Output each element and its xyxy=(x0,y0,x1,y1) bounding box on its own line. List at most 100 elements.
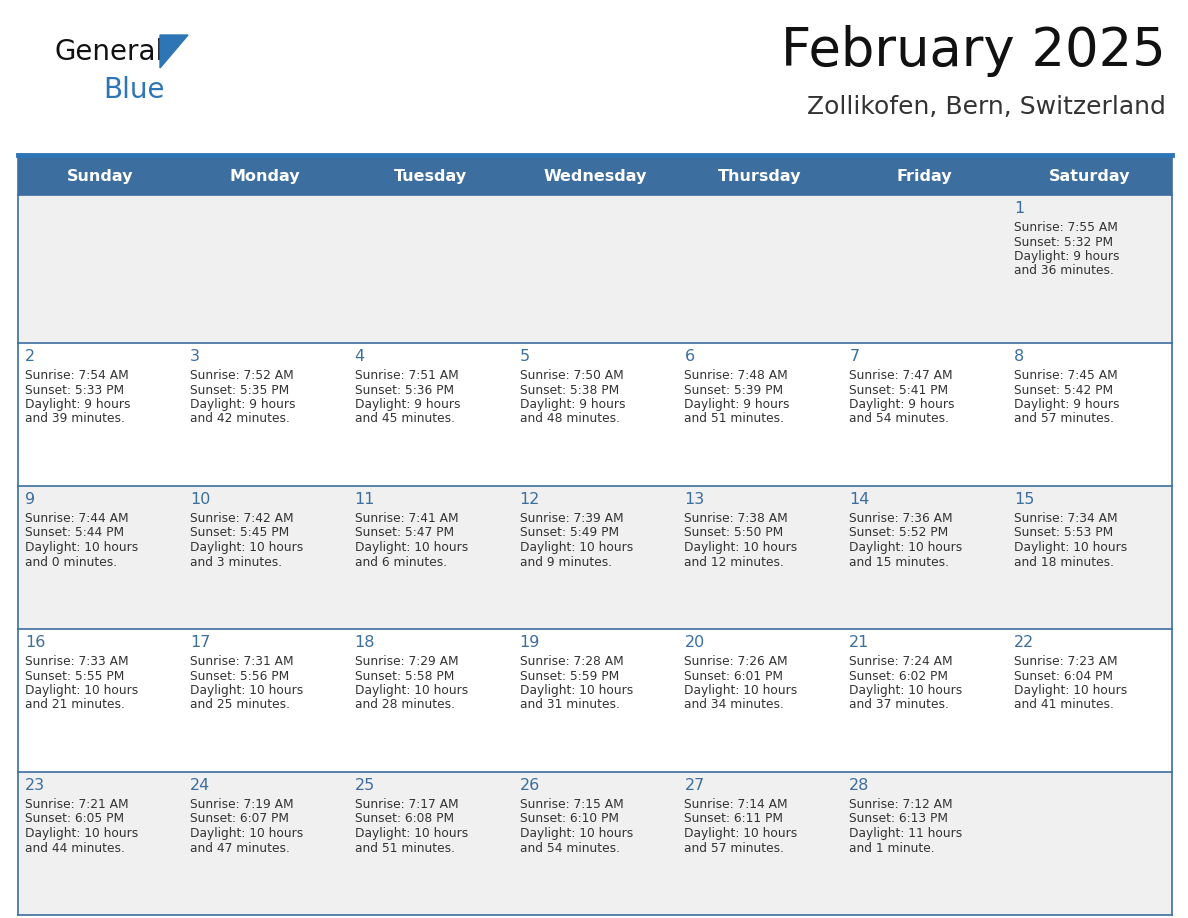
Text: Daylight: 9 hours: Daylight: 9 hours xyxy=(190,398,296,411)
Text: 19: 19 xyxy=(519,635,541,650)
Text: Tuesday: Tuesday xyxy=(393,169,467,184)
Text: 20: 20 xyxy=(684,635,704,650)
Text: 9: 9 xyxy=(25,492,36,507)
Text: February 2025: February 2025 xyxy=(782,25,1165,77)
Text: Sunset: 6:08 PM: Sunset: 6:08 PM xyxy=(355,812,454,825)
Text: 13: 13 xyxy=(684,492,704,507)
Bar xyxy=(18,486,1173,629)
Text: Sunrise: 7:15 AM: Sunrise: 7:15 AM xyxy=(519,798,624,811)
Text: General: General xyxy=(55,38,164,66)
Text: Sunrise: 7:33 AM: Sunrise: 7:33 AM xyxy=(25,655,128,668)
Text: and 28 minutes.: and 28 minutes. xyxy=(355,699,455,711)
Text: Daylight: 9 hours: Daylight: 9 hours xyxy=(355,398,460,411)
Text: and 54 minutes.: and 54 minutes. xyxy=(519,842,620,855)
Text: 3: 3 xyxy=(190,349,200,364)
Text: 25: 25 xyxy=(355,778,375,793)
Text: 28: 28 xyxy=(849,778,870,793)
Text: and 39 minutes.: and 39 minutes. xyxy=(25,412,125,426)
Text: 26: 26 xyxy=(519,778,539,793)
Text: Sunrise: 7:34 AM: Sunrise: 7:34 AM xyxy=(1015,512,1118,525)
Text: Daylight: 10 hours: Daylight: 10 hours xyxy=(684,541,797,554)
Text: 12: 12 xyxy=(519,492,541,507)
Text: Daylight: 10 hours: Daylight: 10 hours xyxy=(519,684,633,697)
Text: Sunrise: 7:28 AM: Sunrise: 7:28 AM xyxy=(519,655,624,668)
Text: Sunrise: 7:55 AM: Sunrise: 7:55 AM xyxy=(1015,221,1118,234)
Text: Daylight: 10 hours: Daylight: 10 hours xyxy=(190,541,303,554)
Text: 23: 23 xyxy=(25,778,45,793)
Text: and 9 minutes.: and 9 minutes. xyxy=(519,555,612,568)
Text: Sunrise: 7:51 AM: Sunrise: 7:51 AM xyxy=(355,369,459,382)
Text: Thursday: Thursday xyxy=(718,169,802,184)
Text: and 57 minutes.: and 57 minutes. xyxy=(684,842,784,855)
Text: and 31 minutes.: and 31 minutes. xyxy=(519,699,619,711)
Text: 2: 2 xyxy=(25,349,36,364)
Text: 10: 10 xyxy=(190,492,210,507)
Text: Zollikofen, Bern, Switzerland: Zollikofen, Bern, Switzerland xyxy=(807,95,1165,119)
Text: and 34 minutes.: and 34 minutes. xyxy=(684,699,784,711)
Text: Wednesday: Wednesday xyxy=(543,169,646,184)
Text: Sunrise: 7:54 AM: Sunrise: 7:54 AM xyxy=(25,369,128,382)
Text: and 1 minute.: and 1 minute. xyxy=(849,842,935,855)
Text: and 54 minutes.: and 54 minutes. xyxy=(849,412,949,426)
Text: and 18 minutes.: and 18 minutes. xyxy=(1015,555,1114,568)
Text: Sunset: 5:53 PM: Sunset: 5:53 PM xyxy=(1015,527,1113,540)
Text: and 6 minutes.: and 6 minutes. xyxy=(355,555,447,568)
Text: Sunrise: 7:38 AM: Sunrise: 7:38 AM xyxy=(684,512,788,525)
Text: 14: 14 xyxy=(849,492,870,507)
Text: Sunset: 5:41 PM: Sunset: 5:41 PM xyxy=(849,384,948,397)
Text: 5: 5 xyxy=(519,349,530,364)
Text: Sunday: Sunday xyxy=(68,169,134,184)
Text: and 57 minutes.: and 57 minutes. xyxy=(1015,412,1114,426)
Text: Sunset: 6:10 PM: Sunset: 6:10 PM xyxy=(519,812,619,825)
Text: Daylight: 10 hours: Daylight: 10 hours xyxy=(355,541,468,554)
Text: Sunrise: 7:31 AM: Sunrise: 7:31 AM xyxy=(190,655,293,668)
Text: Sunrise: 7:24 AM: Sunrise: 7:24 AM xyxy=(849,655,953,668)
Text: 27: 27 xyxy=(684,778,704,793)
Text: and 21 minutes.: and 21 minutes. xyxy=(25,699,125,711)
Text: Sunset: 5:33 PM: Sunset: 5:33 PM xyxy=(25,384,124,397)
Text: 21: 21 xyxy=(849,635,870,650)
Text: and 47 minutes.: and 47 minutes. xyxy=(190,842,290,855)
Text: 1: 1 xyxy=(1015,201,1024,216)
Text: 6: 6 xyxy=(684,349,695,364)
Text: Daylight: 10 hours: Daylight: 10 hours xyxy=(190,827,303,840)
Text: 24: 24 xyxy=(190,778,210,793)
Text: Daylight: 10 hours: Daylight: 10 hours xyxy=(1015,541,1127,554)
Text: Saturday: Saturday xyxy=(1049,169,1130,184)
Text: Sunrise: 7:23 AM: Sunrise: 7:23 AM xyxy=(1015,655,1118,668)
Text: Daylight: 10 hours: Daylight: 10 hours xyxy=(849,684,962,697)
Text: Sunset: 6:01 PM: Sunset: 6:01 PM xyxy=(684,669,783,682)
Text: Sunrise: 7:47 AM: Sunrise: 7:47 AM xyxy=(849,369,953,382)
Text: Daylight: 10 hours: Daylight: 10 hours xyxy=(684,684,797,697)
Text: Sunset: 5:55 PM: Sunset: 5:55 PM xyxy=(25,669,125,682)
Text: and 36 minutes.: and 36 minutes. xyxy=(1015,264,1114,277)
Text: Daylight: 10 hours: Daylight: 10 hours xyxy=(190,684,303,697)
Text: Sunset: 5:59 PM: Sunset: 5:59 PM xyxy=(519,669,619,682)
Text: Daylight: 9 hours: Daylight: 9 hours xyxy=(849,398,955,411)
Text: Sunrise: 7:12 AM: Sunrise: 7:12 AM xyxy=(849,798,953,811)
Text: and 51 minutes.: and 51 minutes. xyxy=(355,842,455,855)
Bar xyxy=(18,343,1173,486)
Text: Sunrise: 7:50 AM: Sunrise: 7:50 AM xyxy=(519,369,624,382)
Text: Daylight: 10 hours: Daylight: 10 hours xyxy=(684,827,797,840)
Text: Daylight: 10 hours: Daylight: 10 hours xyxy=(1015,684,1127,697)
Text: Daylight: 10 hours: Daylight: 10 hours xyxy=(519,541,633,554)
Text: Daylight: 9 hours: Daylight: 9 hours xyxy=(1015,398,1119,411)
Text: Sunset: 5:42 PM: Sunset: 5:42 PM xyxy=(1015,384,1113,397)
Text: 16: 16 xyxy=(25,635,45,650)
Bar xyxy=(18,195,1173,343)
Text: Daylight: 9 hours: Daylight: 9 hours xyxy=(684,398,790,411)
Text: Sunset: 6:04 PM: Sunset: 6:04 PM xyxy=(1015,669,1113,682)
Text: Daylight: 10 hours: Daylight: 10 hours xyxy=(849,541,962,554)
Text: and 48 minutes.: and 48 minutes. xyxy=(519,412,620,426)
Bar xyxy=(18,772,1173,915)
Bar xyxy=(18,629,1173,772)
Text: Sunset: 5:39 PM: Sunset: 5:39 PM xyxy=(684,384,784,397)
Polygon shape xyxy=(160,35,188,68)
Text: 17: 17 xyxy=(190,635,210,650)
Text: Sunrise: 7:52 AM: Sunrise: 7:52 AM xyxy=(190,369,293,382)
Text: Sunset: 5:38 PM: Sunset: 5:38 PM xyxy=(519,384,619,397)
Text: Sunset: 5:36 PM: Sunset: 5:36 PM xyxy=(355,384,454,397)
Text: Daylight: 10 hours: Daylight: 10 hours xyxy=(519,827,633,840)
Text: 22: 22 xyxy=(1015,635,1035,650)
